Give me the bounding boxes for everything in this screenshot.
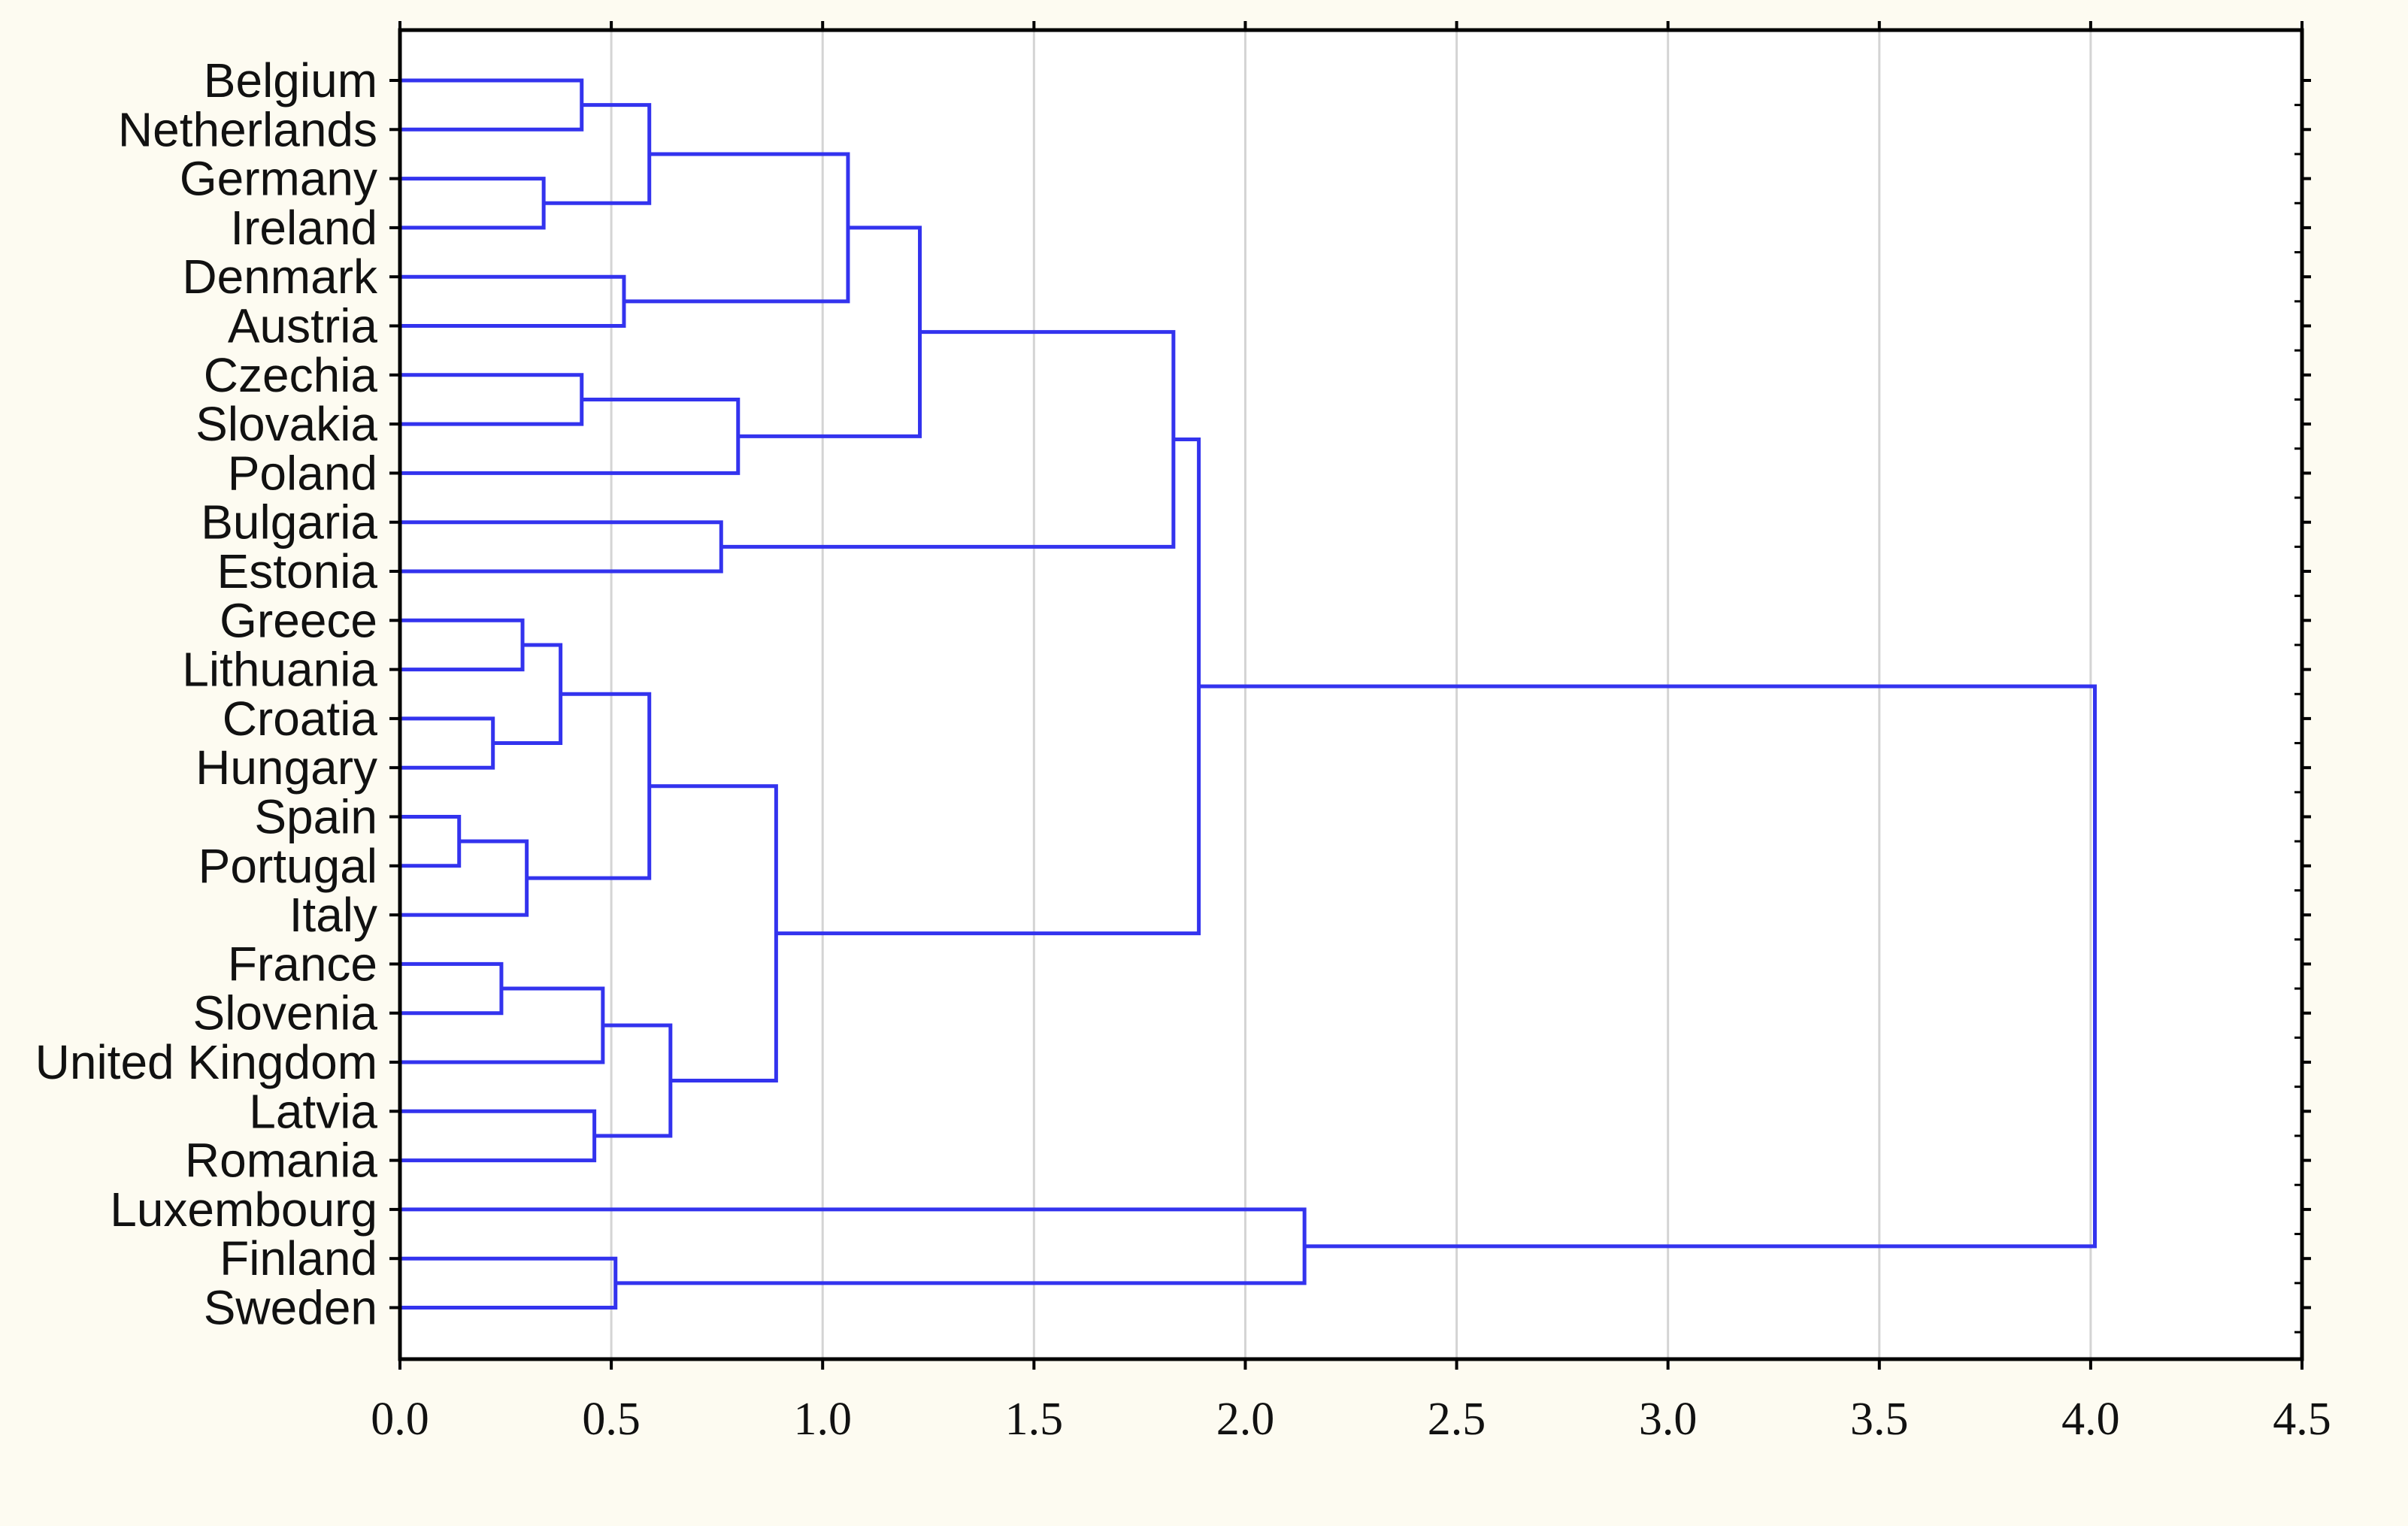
leaf-label: Germany <box>180 152 377 206</box>
leaf-label: Romania <box>185 1134 378 1188</box>
leaf-label: Austria <box>228 299 378 353</box>
leaf-label: Bulgaria <box>201 495 377 550</box>
x-tick-label: 3.0 <box>1639 1394 1698 1445</box>
leaf-label: Luxembourg <box>110 1182 377 1237</box>
leaf-label: Slovakia <box>195 397 377 451</box>
x-tick-label: 1.0 <box>793 1394 852 1445</box>
dendrogram-links <box>400 78 2098 1310</box>
leaf-label: Hungary <box>195 740 377 795</box>
x-tick-label: 1.5 <box>1005 1394 1064 1445</box>
leaf-labels: BelgiumNetherlandsGermanyIrelandDenmarkA… <box>35 53 378 1335</box>
axis-ticks <box>389 21 2311 1370</box>
leaf-label: Netherlands <box>118 102 377 156</box>
x-tick-label: 4.5 <box>2273 1394 2331 1445</box>
leaf-label: Croatia <box>223 692 378 746</box>
x-tick-label: 0.0 <box>371 1394 429 1445</box>
leaf-label: Belgium <box>204 53 377 107</box>
leaf-label: Spain <box>254 790 377 844</box>
leaf-label: Estonia <box>217 544 378 598</box>
leaf-label: Portugal <box>198 839 377 893</box>
x-tick-label: 2.5 <box>1428 1394 1486 1445</box>
leaf-label: Sweden <box>204 1281 377 1335</box>
x-tick-label: 3.5 <box>1850 1394 1909 1445</box>
x-tick-label: 4.0 <box>2061 1394 2120 1445</box>
plot-area <box>400 30 2302 1359</box>
grid-lines <box>610 30 2092 1359</box>
leaf-label: Denmark <box>182 250 378 304</box>
leaf-label: Italy <box>289 888 377 942</box>
leaf-label: France <box>228 937 377 991</box>
leaf-label: Slovenia <box>193 986 378 1040</box>
leaf-label: Ireland <box>230 201 377 255</box>
leaf-label: Finland <box>220 1231 377 1285</box>
leaf-label: Czechia <box>204 348 378 402</box>
leaf-label: Greece <box>220 593 377 647</box>
x-axis-tick-labels: 0.0 0.5 1.0 1.5 2.0 2.5 3.0 3.5 4.0 4.5 <box>371 1394 2331 1445</box>
dendrogram-link-c25 <box>1198 684 2098 1249</box>
leaf-label: Lithuania <box>182 643 377 697</box>
leaf-label: Poland <box>228 446 377 500</box>
leaf-label: Latvia <box>249 1084 377 1138</box>
leaf-label: United Kingdom <box>35 1035 377 1089</box>
x-tick-label: 2.0 <box>1216 1394 1275 1445</box>
x-tick-label: 0.5 <box>582 1394 641 1445</box>
